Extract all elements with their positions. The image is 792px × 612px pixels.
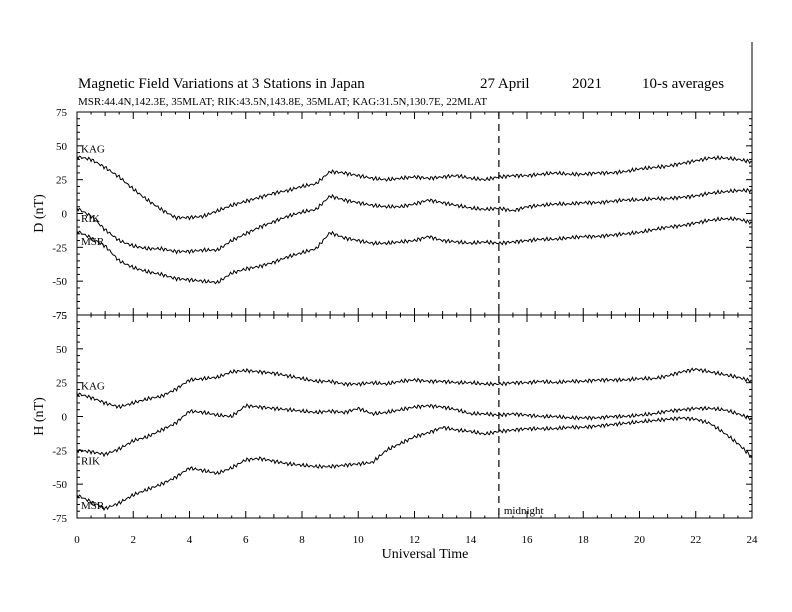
y-tick-label: -75 <box>52 513 67 525</box>
y-tick-label: 50 <box>56 344 68 356</box>
series-label-msr: MSR <box>81 500 105 512</box>
y-tick-label: 25 <box>56 378 68 390</box>
series-line-msr <box>76 215 753 285</box>
panel-frame <box>76 314 753 519</box>
x-axis-label: Universal Time <box>382 547 469 562</box>
x-tick-label: 10 <box>353 534 365 546</box>
x-tick-label: 24 <box>747 534 759 546</box>
x-tick-label: 2 <box>131 534 137 546</box>
y-axis-label: H (nT) <box>32 397 47 436</box>
series-line-kag <box>76 367 753 410</box>
x-tick-label: 18 <box>578 534 590 546</box>
x-tick-label: 22 <box>690 534 701 546</box>
series-line-rik <box>76 187 753 255</box>
series-label-rik: RIK <box>81 213 100 225</box>
x-tick-label: 8 <box>299 534 305 546</box>
x-tick-label: 20 <box>634 534 646 546</box>
y-tick-label: 75 <box>56 310 68 322</box>
y-tick-label: 50 <box>56 141 68 153</box>
d-panel: 75 50 25 0 -25 -50 -75 D (nT) KAG RIK MSR <box>32 107 753 322</box>
x-tick-label: 16 <box>522 534 534 546</box>
y-tick-label: 75 <box>56 107 68 119</box>
x-tick-label: 6 <box>243 534 249 546</box>
series-line-msr <box>76 416 753 512</box>
chart-averaging: 10-s averages <box>642 76 724 92</box>
y-tick-label: -50 <box>52 276 67 288</box>
chart-year: 2021 <box>572 76 602 92</box>
x-tick-label: 12 <box>409 534 420 546</box>
panel-frame <box>76 111 753 316</box>
x-tick-label: 14 <box>465 534 477 546</box>
chart-date: 27 April <box>480 76 530 92</box>
y-tick-label: -75 <box>52 310 67 322</box>
y-tick-label: -25 <box>52 445 67 457</box>
x-tick-label: 0 <box>74 534 80 546</box>
y-tick-label: -50 <box>52 479 67 491</box>
series-label-kag: KAG <box>81 144 105 156</box>
y-axis-label: D (nT) <box>32 194 47 233</box>
x-tick-label: 4 <box>187 534 193 546</box>
chart-title: Magnetic Field Variations at 3 Stations … <box>78 76 365 92</box>
series-label-kag: KAG <box>81 380 105 392</box>
y-tick-label: -25 <box>52 242 67 254</box>
series-line-rik <box>76 403 753 458</box>
series-line-kag <box>76 154 753 221</box>
stations-line: MSR:44.4N,142.3E, 35MLAT; RIK:43.5N,143.… <box>78 96 487 108</box>
midnight-label: midnight <box>504 505 544 517</box>
series-label-msr: MSR <box>81 236 105 248</box>
y-tick-label: 0 <box>62 209 68 221</box>
y-tick-label: 0 <box>62 412 68 424</box>
y-tick-label: 25 <box>56 175 68 187</box>
series-label-rik: RIK <box>81 455 100 467</box>
